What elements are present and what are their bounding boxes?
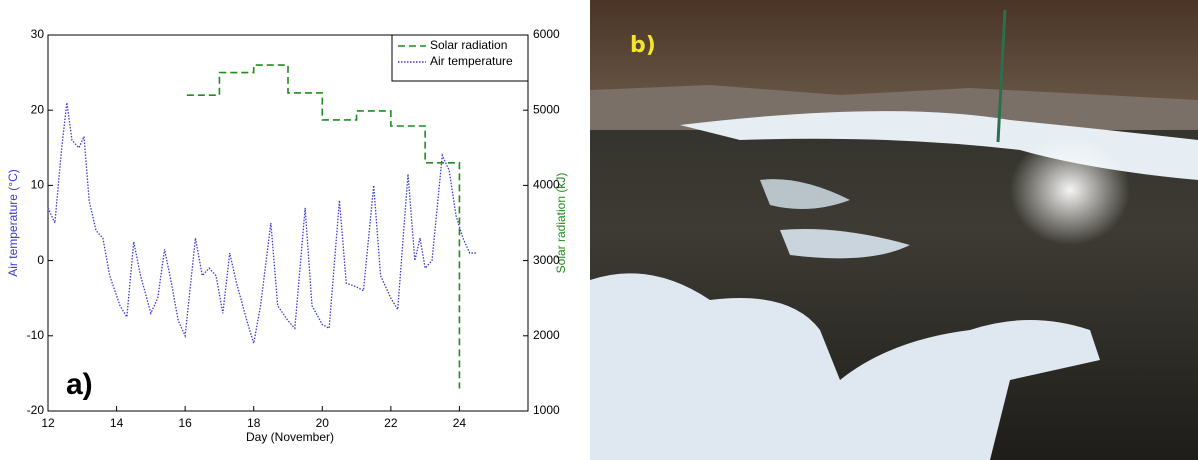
ice-foreground (590, 273, 1100, 460)
x-tick-label: 16 (178, 416, 192, 430)
series-line (47, 102, 477, 344)
y-tick-label: 30 (31, 27, 45, 41)
sun-glare (1010, 135, 1130, 245)
x-axis-label: Day (November) (246, 430, 334, 444)
x-tick-label: 20 (316, 416, 330, 430)
y-axis-label: Air temperature (°C) (6, 169, 20, 277)
plot-frame (47, 34, 529, 412)
ice-shelf (680, 111, 1198, 180)
series-line (186, 64, 461, 389)
y2-tick-label: 5000 (533, 102, 560, 116)
y2-tick-label: 2000 (533, 328, 560, 342)
y2-tick-label: 4000 (533, 178, 560, 192)
y2-tick-label: 1000 (533, 403, 560, 417)
y2-axis-label: Solar radiation (kJ) (554, 173, 568, 274)
y2-tick-label: 3000 (533, 253, 560, 267)
chart: Solar radiation (kJ) Air temperature (°C… (6, 27, 568, 444)
legend-label: Air temperature (430, 54, 513, 68)
x-tick-label: 14 (110, 416, 124, 430)
y-tick-label: 20 (31, 102, 45, 116)
legend-box (391, 34, 529, 82)
x-tick-label: 12 (41, 416, 55, 430)
y-tick-label: -20 (27, 403, 45, 417)
x-tick-label: 18 (247, 416, 261, 430)
legend-label: Solar radiation (430, 38, 507, 52)
x-tick-label: 24 (453, 416, 467, 430)
panel-label: a) (66, 368, 93, 401)
ice-patch (780, 229, 910, 259)
y2-tick-label: 6000 (533, 27, 560, 41)
pole (996, 9, 1007, 143)
ice-patch (760, 179, 850, 209)
x-tick-label: 22 (384, 416, 398, 430)
y-tick-label: 0 (37, 253, 44, 267)
y-tick-label: -10 (27, 328, 45, 342)
y-tick-label: 10 (31, 178, 45, 192)
panel-label: b) (630, 33, 656, 58)
photo: b) (590, 0, 1198, 460)
